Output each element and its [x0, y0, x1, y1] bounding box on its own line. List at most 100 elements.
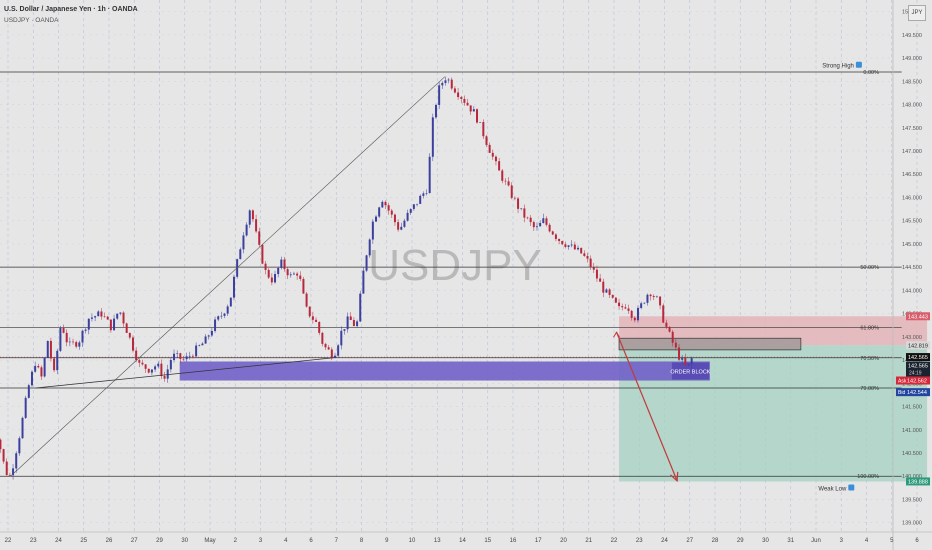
- fib-level-label: 79.00%: [860, 386, 879, 392]
- candle-body: [356, 321, 359, 327]
- y-tick-label: 139.500: [902, 497, 922, 503]
- x-tick-label: 14: [459, 538, 466, 544]
- y-tick-label: 146.500: [902, 172, 922, 178]
- candle-body: [53, 358, 56, 371]
- candle-body: [665, 322, 668, 327]
- candle-body: [561, 241, 564, 245]
- candle-body: [248, 210, 251, 225]
- candle-body: [337, 345, 340, 356]
- candle-body: [12, 468, 15, 476]
- weak-low-flag-icon: [848, 484, 855, 491]
- candle-body: [125, 323, 128, 333]
- currency-button[interactable]: JPY: [908, 5, 926, 21]
- x-tick-label: 24: [661, 538, 668, 544]
- candle-body: [264, 263, 267, 270]
- candle-body: [595, 269, 598, 279]
- candle-body: [198, 345, 201, 346]
- candle-body: [128, 332, 131, 338]
- candle-body: [479, 122, 482, 123]
- candle-body: [532, 222, 535, 228]
- candle-body: [684, 358, 687, 365]
- candle-body: [15, 453, 18, 469]
- x-tick-label: 26: [106, 538, 113, 544]
- x-tick-label: 17: [535, 538, 542, 544]
- candle-body: [90, 317, 93, 319]
- candle-body: [84, 329, 87, 331]
- candle-body: [447, 79, 450, 81]
- x-tick-label: 24: [55, 538, 62, 544]
- zones: ORDER BLOCK: [179, 316, 928, 482]
- candle-body: [406, 212, 409, 221]
- price-tag-prefix: Ask: [898, 379, 907, 385]
- candle-body: [68, 341, 71, 343]
- candle-body: [109, 319, 112, 331]
- candle-body: [469, 105, 472, 112]
- candle-body: [204, 336, 207, 344]
- candle-body: [460, 97, 463, 99]
- x-tick-label: 22: [5, 538, 12, 544]
- price-tag-bg: [906, 361, 930, 377]
- candle-body: [56, 350, 59, 371]
- candle-body: [176, 353, 179, 354]
- candle-body: [321, 332, 324, 344]
- candle-body: [611, 294, 614, 298]
- candle-body: [59, 327, 62, 351]
- candle-body: [333, 355, 336, 358]
- fib-level-label: 100.00%: [857, 474, 879, 480]
- x-tick-label: 21: [585, 538, 592, 544]
- candle-body: [428, 156, 431, 194]
- x-tick-label: 20: [560, 538, 567, 544]
- candle-body: [220, 315, 223, 317]
- price-tag-label: 142.819: [908, 343, 928, 349]
- candle-body: [491, 152, 494, 157]
- candle-body: [539, 223, 542, 227]
- candle-body: [441, 82, 444, 86]
- candle-body: [375, 216, 378, 222]
- y-tick-label: 149.500: [902, 33, 922, 39]
- candle-body: [283, 259, 286, 270]
- trend-line: [10, 76, 446, 477]
- x-tick-label: 3: [840, 538, 844, 544]
- y-tick-label: 147.000: [902, 149, 922, 155]
- candle-body: [403, 220, 406, 227]
- order-block-label: ORDER BLOCK: [670, 370, 710, 376]
- candle-body: [302, 278, 305, 294]
- candle-body: [681, 358, 684, 360]
- candle-body: [602, 281, 605, 293]
- candle-body: [40, 367, 43, 377]
- candle-body: [390, 210, 393, 215]
- candle-body: [583, 253, 586, 256]
- candle-body: [368, 239, 371, 256]
- candle-body: [526, 217, 529, 219]
- candle-body: [548, 224, 551, 232]
- chart-subtitle: USDJPY · OANDA: [4, 17, 59, 24]
- x-tick-label: 6: [915, 538, 919, 544]
- candle-body: [214, 319, 217, 331]
- candles[interactable]: [0, 76, 693, 480]
- x-tick-label: 23: [636, 538, 643, 544]
- candle-body: [138, 360, 141, 363]
- candle-body: [494, 156, 497, 162]
- x-tick-label: 31: [787, 538, 794, 544]
- candle-body: [210, 330, 213, 336]
- candle-body: [0, 439, 2, 450]
- candle-body: [687, 364, 690, 365]
- candle-body: [24, 397, 27, 418]
- y-tick-label: 146.000: [902, 195, 922, 201]
- candle-body: [2, 449, 5, 462]
- y-tick-label: 140.000: [902, 474, 922, 480]
- candle-body: [135, 350, 138, 361]
- candle-body: [207, 335, 210, 337]
- candle-body: [277, 267, 280, 275]
- candle-body: [229, 297, 232, 307]
- candle-body: [586, 255, 589, 259]
- candle-body: [173, 353, 176, 361]
- candle-body: [573, 244, 576, 250]
- candle-body: [545, 218, 548, 225]
- candle-body: [640, 303, 643, 308]
- x-tick-label: 5: [890, 538, 894, 544]
- candle-body: [362, 270, 365, 294]
- candle-body: [343, 329, 346, 331]
